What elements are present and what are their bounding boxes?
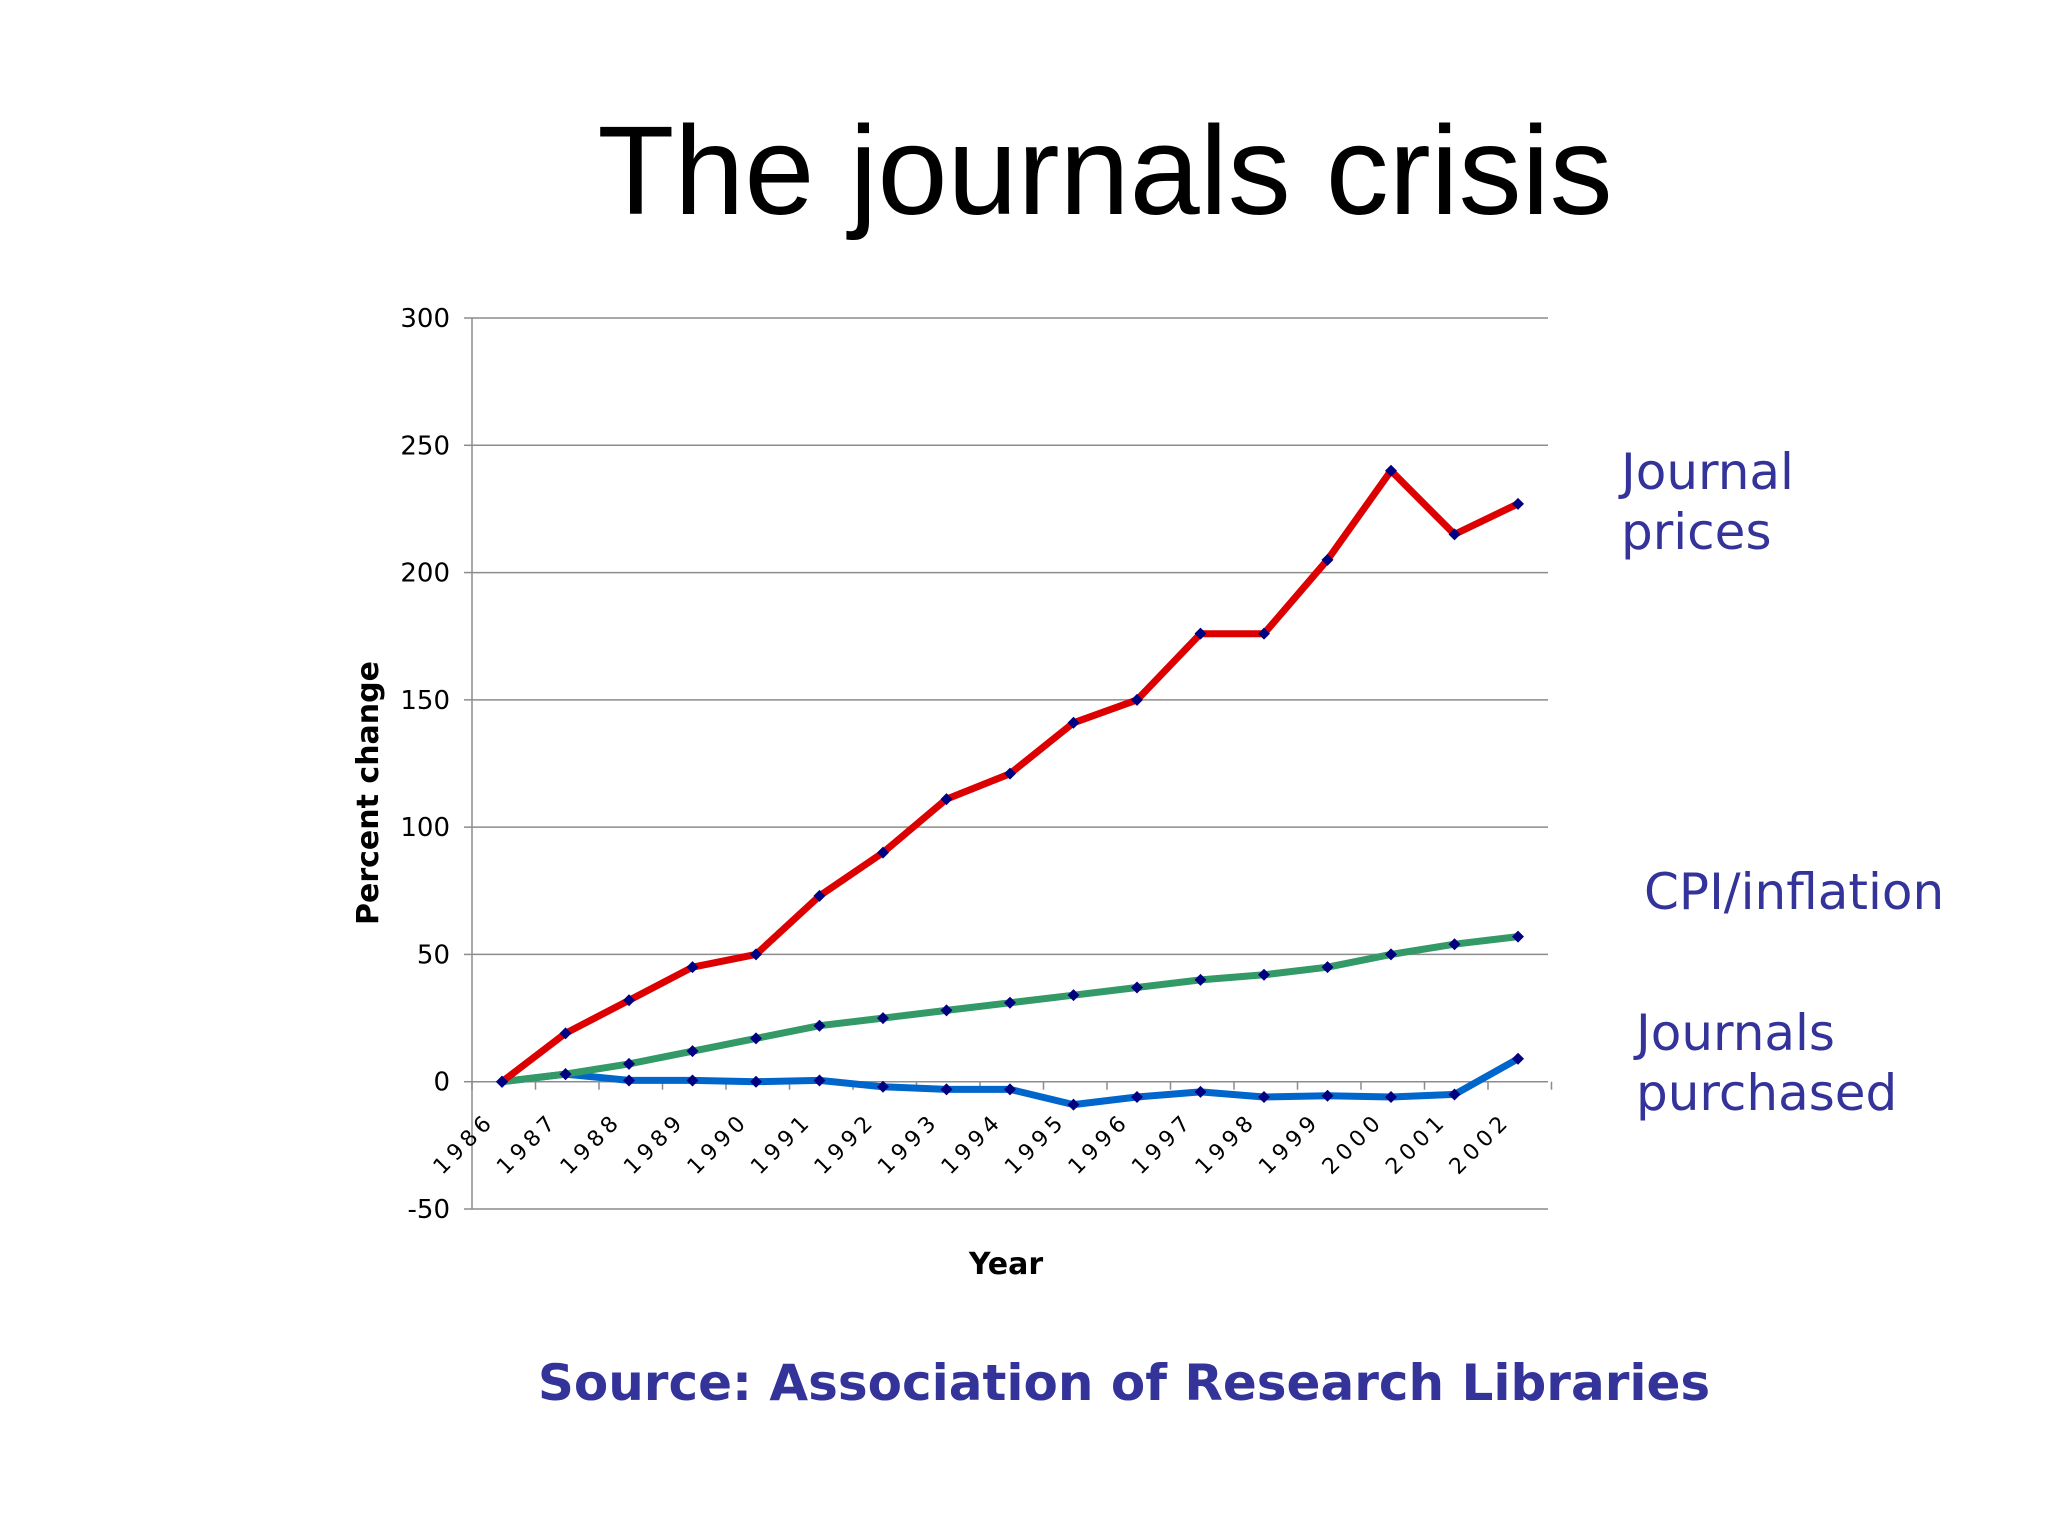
data-point (623, 994, 635, 1007)
y-tick-labels: -50 0 50 100 150 200 250 300 (400, 304, 450, 1225)
x-tick-label: 1999 (1254, 1108, 1325, 1179)
x-tick-label: 2001 (1381, 1108, 1452, 1179)
data-point (1067, 716, 1080, 729)
x-tick-label: 1993 (873, 1108, 944, 1179)
x-tick-label: 1994 (937, 1108, 1008, 1179)
data-point (940, 1004, 953, 1017)
data-point (1258, 627, 1270, 640)
x-tick-label: 1991 (746, 1108, 817, 1179)
series-label-line: Journals (1636, 1004, 1835, 1062)
data-point (1321, 1089, 1334, 1102)
data-point (1385, 1090, 1397, 1103)
x-axis-title: Year (968, 1247, 1044, 1282)
data-point (750, 948, 762, 961)
series-label-journal-prices: Journal prices (1621, 442, 1794, 562)
x-tick-label: 1992 (810, 1108, 881, 1179)
data-point (750, 1075, 762, 1088)
series-label-line: CPI/inflation (1644, 863, 1945, 921)
x-tick-label: 1998 (1191, 1108, 1262, 1179)
data-point (1321, 961, 1334, 974)
x-tick-labels: 1986198719881989199019911992199319941995… (429, 1108, 1516, 1179)
x-tick-label: 1989 (619, 1108, 690, 1179)
data-point (877, 1012, 889, 1025)
y-tick-label: 200 (400, 559, 450, 589)
data-point (1448, 528, 1461, 541)
data-point (559, 1027, 572, 1040)
x-tick-label: 1996 (1064, 1108, 1135, 1179)
data-point (623, 1057, 635, 1070)
data-point (686, 1074, 699, 1087)
data-point (1131, 981, 1143, 994)
data-point (750, 1032, 762, 1045)
data-point (1512, 1052, 1524, 1065)
data-point (1194, 973, 1207, 986)
data-point (1258, 1090, 1270, 1103)
data-point (940, 793, 953, 806)
data-point (1194, 627, 1207, 640)
data-point (1004, 1083, 1016, 1096)
source-note: Source: Association of Research Librarie… (537, 1354, 1711, 1412)
data-point (1448, 1088, 1461, 1101)
data-point (1385, 464, 1397, 477)
y-tick-label: 50 (417, 940, 450, 970)
data-point (813, 1074, 826, 1087)
data-point (686, 961, 699, 974)
data-point (623, 1074, 635, 1087)
slide-title: The journals crisis (597, 100, 1613, 241)
data-point (1131, 693, 1143, 706)
data-markers (496, 464, 1524, 1111)
data-point (813, 889, 826, 902)
data-point (1448, 938, 1461, 951)
data-point (877, 846, 889, 859)
data-point (686, 1045, 699, 1058)
data-point (559, 1068, 572, 1081)
data-point (1131, 1090, 1143, 1103)
axes (464, 317, 1553, 1210)
data-point (940, 1083, 953, 1096)
x-tick-label: 2000 (1318, 1108, 1389, 1179)
y-axis-title: Percent change (351, 661, 386, 925)
y-tick-label: 250 (400, 431, 450, 461)
gridlines (472, 317, 1548, 1210)
series-line (498, 933, 1522, 1086)
series-label-cpi-inflation: CPI/inflation (1644, 862, 1944, 922)
series-label-line: prices (1621, 503, 1772, 561)
x-tick-label: 1987 (492, 1108, 563, 1179)
data-point (1512, 930, 1524, 943)
y-tick-label: 150 (400, 686, 450, 716)
data-point (1194, 1085, 1207, 1098)
y-tick-label: 100 (400, 813, 450, 843)
y-tick-label: 0 (433, 1068, 450, 1098)
y-tick-label: 300 (400, 304, 450, 334)
x-tick-label: 1997 (1127, 1108, 1198, 1179)
x-tick-label: 1990 (683, 1108, 754, 1179)
series-lines (498, 467, 1522, 1109)
data-point (1004, 767, 1016, 780)
data-point (1067, 989, 1080, 1002)
x-tick-label: 1995 (1000, 1108, 1071, 1179)
data-point (1512, 497, 1524, 510)
x-tick-label: 1986 (429, 1108, 500, 1179)
series-label-line: Journal (1621, 443, 1794, 501)
data-point (877, 1080, 889, 1093)
data-point (496, 1075, 508, 1088)
data-point (1385, 948, 1397, 961)
x-tick-label: 2002 (1445, 1108, 1516, 1179)
data-point (1258, 968, 1270, 981)
series-label-line: purchased (1636, 1064, 1898, 1122)
series-label-journals-purchased: Journals purchased (1636, 1003, 1897, 1123)
data-point (1321, 553, 1334, 566)
data-point (813, 1019, 826, 1032)
data-point (1004, 996, 1016, 1009)
x-tick-label: 1988 (556, 1108, 627, 1179)
y-tick-label: -50 (408, 1195, 450, 1225)
data-point (1067, 1098, 1080, 1111)
